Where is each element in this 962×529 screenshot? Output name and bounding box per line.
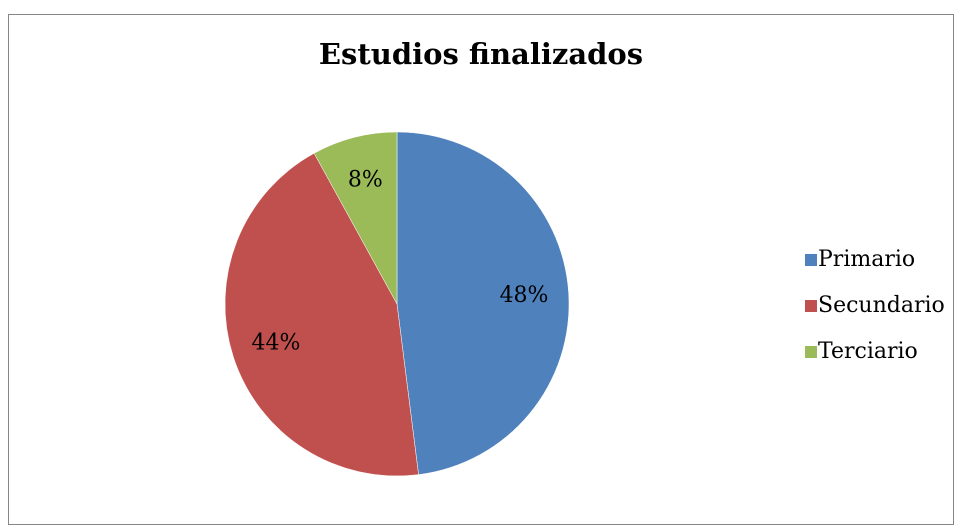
data-label: 8% [348,168,383,193]
chart-title: Estudios finalizados [319,37,643,71]
legend-swatch [805,346,817,358]
pie-slice [224,152,419,477]
data-label: 48% [500,283,549,308]
pie-slice [313,131,398,305]
legend-swatch [805,300,817,312]
legend-label: Terciario [818,339,918,364]
legend-swatch [805,254,817,266]
legend-label: Secundario [818,293,945,318]
data-label: 44% [251,330,300,355]
legend-label: Primario [818,247,915,272]
pie-slice [396,131,570,475]
